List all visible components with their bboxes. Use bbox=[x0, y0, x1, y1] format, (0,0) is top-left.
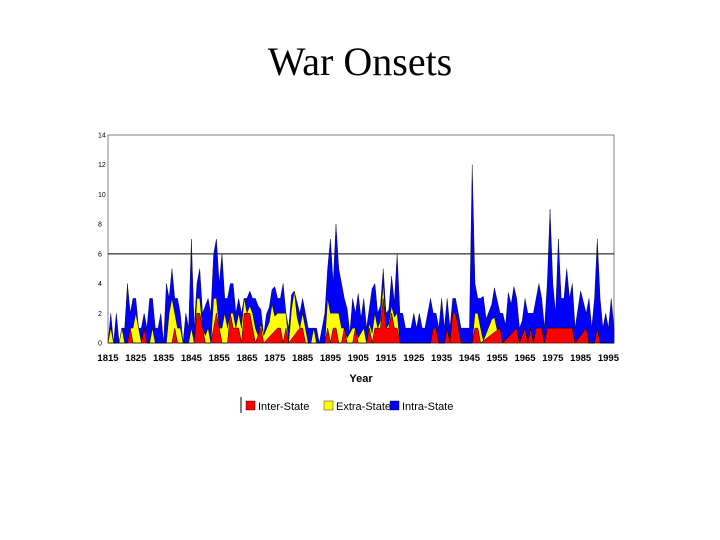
x-axis-ticks: 1815 1825 1835 1845 1855 1865 1875 1885 1895 1905… bbox=[97, 353, 619, 364]
legend-swatch bbox=[389, 400, 400, 411]
x-tick-label: 1885 bbox=[292, 353, 314, 364]
x-tick-label: 1945 bbox=[459, 353, 481, 364]
x-tick-label: 1955 bbox=[487, 353, 509, 364]
x-tick-label: 1875 bbox=[264, 353, 286, 364]
series-area-inter-state bbox=[108, 298, 614, 344]
series-areas bbox=[107, 164, 615, 344]
x-tick-label: 1985 bbox=[570, 353, 592, 364]
x-tick-label: 1835 bbox=[153, 353, 175, 364]
x-tick-label: 1995 bbox=[598, 353, 620, 364]
x-tick-label: 1975 bbox=[542, 353, 564, 364]
x-tick-label: 1965 bbox=[514, 353, 536, 364]
x-tick-label: 1895 bbox=[320, 353, 342, 364]
x-tick-label: 1815 bbox=[97, 353, 119, 364]
x-tick-label: 1915 bbox=[375, 353, 397, 364]
legend-label: Intra-State bbox=[402, 401, 453, 413]
x-tick-label: 1935 bbox=[431, 353, 453, 364]
x-tick-label: 1855 bbox=[209, 353, 231, 364]
y-tick-label: 14 bbox=[98, 133, 106, 140]
y-tick-label: 0 bbox=[98, 341, 102, 348]
y-tick-label: 12 bbox=[98, 162, 106, 169]
x-tick-label: 1925 bbox=[403, 353, 425, 364]
y-axis-ticks: 0 2 4 6 8 10 12 14 bbox=[98, 133, 106, 348]
x-tick-label: 1905 bbox=[348, 353, 370, 364]
legend: Inter-State Extra-State Intra-State bbox=[240, 397, 453, 413]
y-tick-label: 2 bbox=[98, 311, 102, 318]
legend-swatch bbox=[323, 400, 334, 411]
slide-title: War Onsets bbox=[267, 39, 453, 84]
x-tick-label: 1865 bbox=[236, 353, 258, 364]
y-tick-label: 6 bbox=[98, 251, 102, 258]
y-tick-label: 4 bbox=[98, 281, 102, 288]
y-tick-label: 8 bbox=[98, 222, 102, 229]
x-axis-title: Year bbox=[349, 373, 373, 385]
legend-swatch bbox=[245, 400, 256, 411]
x-tick-label: 1845 bbox=[181, 353, 203, 364]
legend-label: Inter-State bbox=[258, 401, 309, 413]
y-tick-label: 10 bbox=[98, 192, 106, 199]
legend-label: Extra-State bbox=[336, 401, 391, 413]
x-tick-label: 1825 bbox=[125, 353, 147, 364]
